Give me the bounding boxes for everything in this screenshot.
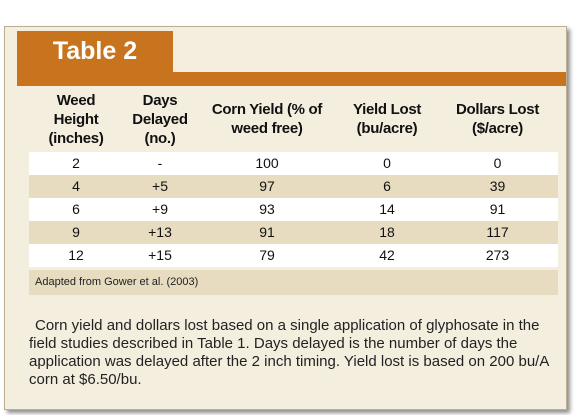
cell-yield-lost: 14 — [379, 201, 395, 217]
title-bar — [17, 72, 566, 86]
cell-weed-height: 12 — [68, 247, 84, 263]
cell-dollars-lost: 273 — [485, 247, 510, 263]
cell-dollars-lost: 39 — [489, 178, 506, 194]
header-dollars-lost: Dollars Lost ($/acre) — [455, 101, 540, 137]
cell-yield-lost: 0 — [383, 155, 391, 171]
table-body: 2 - 100 0 0 4 +5 97 6 39 6 +9 93 14 91 9… — [29, 152, 558, 267]
cell-corn-yield: 100 — [255, 155, 279, 171]
header-weed-height: Weed Height (inches) — [48, 91, 104, 147]
table-title: Table 2 — [17, 31, 173, 72]
table-row: 4 +5 97 6 39 — [29, 175, 558, 198]
header-days-delayed: Days Delayed (no.) — [132, 91, 188, 147]
cell-days-delayed: +9 — [152, 201, 168, 217]
cell-weed-height: 4 — [72, 178, 80, 194]
cell-days-delayed: +15 — [148, 247, 172, 263]
cell-corn-yield: 93 — [259, 201, 275, 217]
cell-weed-height: 2 — [72, 155, 80, 171]
table-source: Adapted from Gower et al. (2003) — [29, 270, 558, 295]
table-header: Weed Height (inches) Days Delayed (no.) … — [29, 86, 558, 152]
cell-dollars-lost: 117 — [486, 224, 509, 240]
cell-weed-height: 6 — [72, 201, 80, 217]
cell-days-delayed: +5 — [152, 178, 168, 194]
cell-days-delayed: - — [157, 155, 163, 171]
cell-dollars-lost: 0 — [493, 155, 502, 171]
table-card: Table 2 Weed Height (inches) Days Delaye… — [4, 26, 567, 410]
table-row: 9 +13 91 18 117 — [29, 221, 558, 244]
cell-corn-yield: 97 — [259, 178, 275, 194]
cell-days-delayed: +13 — [148, 224, 172, 240]
cell-corn-yield: 79 — [259, 247, 275, 263]
table-caption: Corn yield and dollars lost based on a s… — [29, 317, 549, 388]
table-row: 12 +15 79 42 273 — [29, 244, 558, 267]
cell-corn-yield: 91 — [259, 224, 275, 240]
header-corn-yield: Corn Yield (% of weed free) — [211, 101, 323, 137]
cell-weed-height: 9 — [72, 224, 80, 240]
cell-yield-lost: 42 — [379, 247, 395, 263]
table-row: 6 +9 93 14 91 — [29, 198, 558, 221]
cell-yield-lost: 18 — [379, 224, 395, 240]
header-yield-lost: Yield Lost (bu/acre) — [352, 101, 422, 137]
cell-yield-lost: 6 — [383, 178, 391, 194]
cell-dollars-lost: 91 — [489, 201, 506, 217]
table-row: 2 - 100 0 0 — [29, 152, 558, 175]
